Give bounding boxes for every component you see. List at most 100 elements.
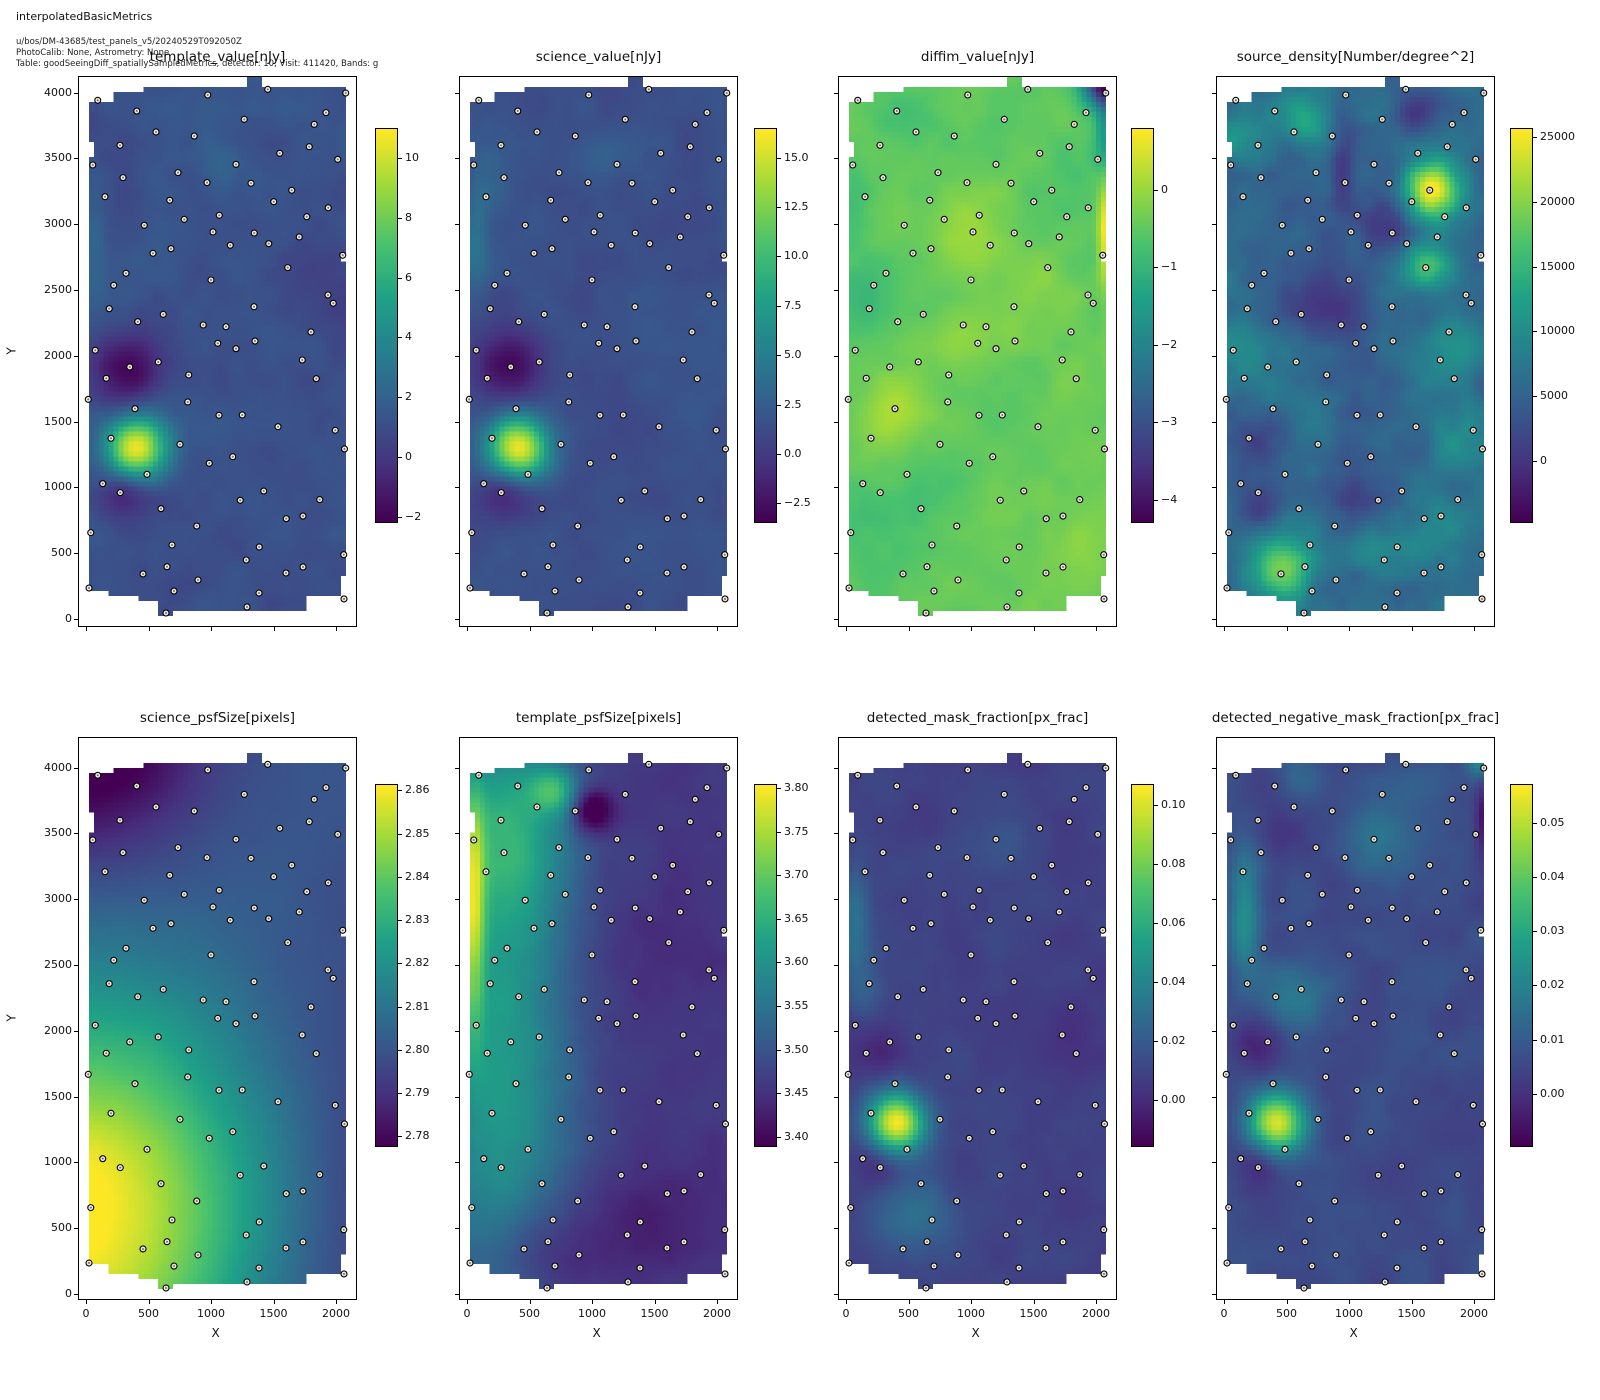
sample-point-core — [308, 145, 311, 148]
x-axis-tick-label: 0 — [463, 1307, 471, 1320]
y-axis-tick — [74, 553, 78, 555]
sample-point-core — [1356, 1089, 1358, 1092]
sample-point-core — [517, 995, 520, 998]
sample-point-core — [962, 999, 965, 1001]
sample-point-core — [1087, 294, 1089, 296]
sample-point-core — [849, 531, 852, 534]
colorbar-gradient — [755, 129, 776, 522]
sample-point-core — [1470, 302, 1473, 305]
colorbar-tick-label: 15000 — [1540, 259, 1575, 273]
sample-point-core — [1396, 545, 1399, 548]
sample-point-core — [212, 905, 214, 908]
sample-point-core — [285, 517, 288, 520]
sample-point-core — [1280, 1247, 1282, 1250]
sample-point-core — [1481, 447, 1484, 450]
sample-point-core — [1379, 1089, 1382, 1091]
sample-point-core — [972, 905, 974, 908]
x-axis-tick-label: 500 — [519, 1307, 540, 1320]
colorbar-tick — [1533, 1093, 1537, 1095]
sample-point-core — [344, 92, 347, 95]
sample-point-core — [895, 785, 898, 788]
x-axis-tick — [1224, 1300, 1225, 1304]
sample-point-core — [1456, 498, 1459, 501]
sample-point-core — [262, 1165, 265, 1168]
sample-point-core — [659, 152, 662, 155]
figure-header: interpolatedBasicMetrics u/bos/DM-43685/… — [16, 10, 378, 70]
colorbar-gradient — [376, 129, 397, 522]
sample-point-core — [1440, 515, 1442, 518]
sample-point-core — [541, 1182, 543, 1185]
sample-point-core — [1440, 1240, 1442, 1243]
sample-point-core — [536, 130, 538, 133]
sample-point-core — [558, 846, 560, 849]
sample-point-core — [1317, 443, 1319, 446]
sample-point-core — [1340, 999, 1343, 1001]
sample-point-core — [627, 1280, 629, 1283]
sample-point-core — [225, 325, 227, 328]
sample-point-core — [1482, 92, 1485, 95]
sample-point-core — [302, 1240, 304, 1243]
sample-point-core — [861, 1157, 864, 1160]
sample-point-core — [1381, 118, 1384, 121]
sample-point-core — [991, 455, 994, 458]
colorbar — [1510, 128, 1533, 523]
y-axis-tick — [1212, 965, 1216, 967]
colorbar-tick-label: 0.03 — [1540, 924, 1565, 938]
sample-point-core — [970, 279, 972, 281]
sample-point-core — [1463, 786, 1465, 789]
sample-point-core — [953, 810, 956, 813]
sample-point-core — [1384, 1280, 1386, 1283]
y-axis-tick — [74, 767, 78, 769]
sample-point-core — [1075, 1052, 1078, 1055]
colorbar-tick — [398, 397, 402, 399]
x-axis-tick — [846, 627, 847, 631]
sample-point-core — [1344, 181, 1346, 184]
y-axis-tick — [74, 899, 78, 901]
sample-point-core — [1263, 272, 1265, 275]
sample-point-core — [1032, 200, 1035, 203]
sample-point-core — [88, 587, 90, 590]
y-axis-tick — [1212, 1096, 1216, 1098]
x-axis-tick — [592, 627, 593, 631]
sample-point-core — [1037, 425, 1039, 428]
x-axis-tick-label: 1500 — [1019, 1307, 1048, 1320]
sample-point-core — [643, 1165, 646, 1168]
x-axis-tick — [86, 627, 87, 631]
sample-point-core — [210, 954, 212, 956]
y-axis-tick — [834, 290, 838, 292]
sample-point-core — [134, 407, 136, 410]
x-axis-tick-label: 1500 — [640, 1307, 669, 1320]
heatmap-plot — [1216, 737, 1495, 1300]
y-axis-tick — [834, 421, 838, 423]
sample-point-core — [87, 398, 90, 401]
sample-point-core — [318, 498, 321, 501]
sample-point-core — [122, 851, 124, 854]
sample-point-core — [667, 941, 670, 944]
x-axis-tick — [971, 627, 972, 631]
sample-point-core — [658, 1100, 660, 1103]
colorbar-tick-label: 0.04 — [1161, 974, 1186, 988]
sample-point-core — [1001, 414, 1004, 416]
sample-point-core — [1061, 1034, 1064, 1036]
sample-point-core — [538, 360, 541, 363]
sample-point-core — [552, 544, 554, 546]
colorbar-tick — [1154, 344, 1158, 346]
sample-point-core — [591, 279, 593, 281]
sample-point-core — [500, 819, 502, 822]
sample-point-core — [538, 1035, 541, 1038]
sample-point-core — [104, 195, 106, 198]
sample-point-core — [229, 244, 232, 247]
y-axis-tick — [455, 1294, 459, 1295]
sample-point-core — [547, 565, 549, 568]
sample-point-core — [1300, 988, 1303, 991]
sample-points-layer — [1222, 760, 1488, 1292]
sample-point-core — [177, 171, 179, 174]
sample-point-core — [266, 763, 269, 766]
x-axis-tick — [908, 627, 910, 631]
colorbar-tick-label: 4 — [405, 330, 412, 344]
sample-point-core — [485, 870, 487, 873]
sample-point-core — [1311, 1265, 1313, 1268]
sample-point-core — [179, 443, 181, 446]
sample-point-core — [1026, 88, 1029, 91]
